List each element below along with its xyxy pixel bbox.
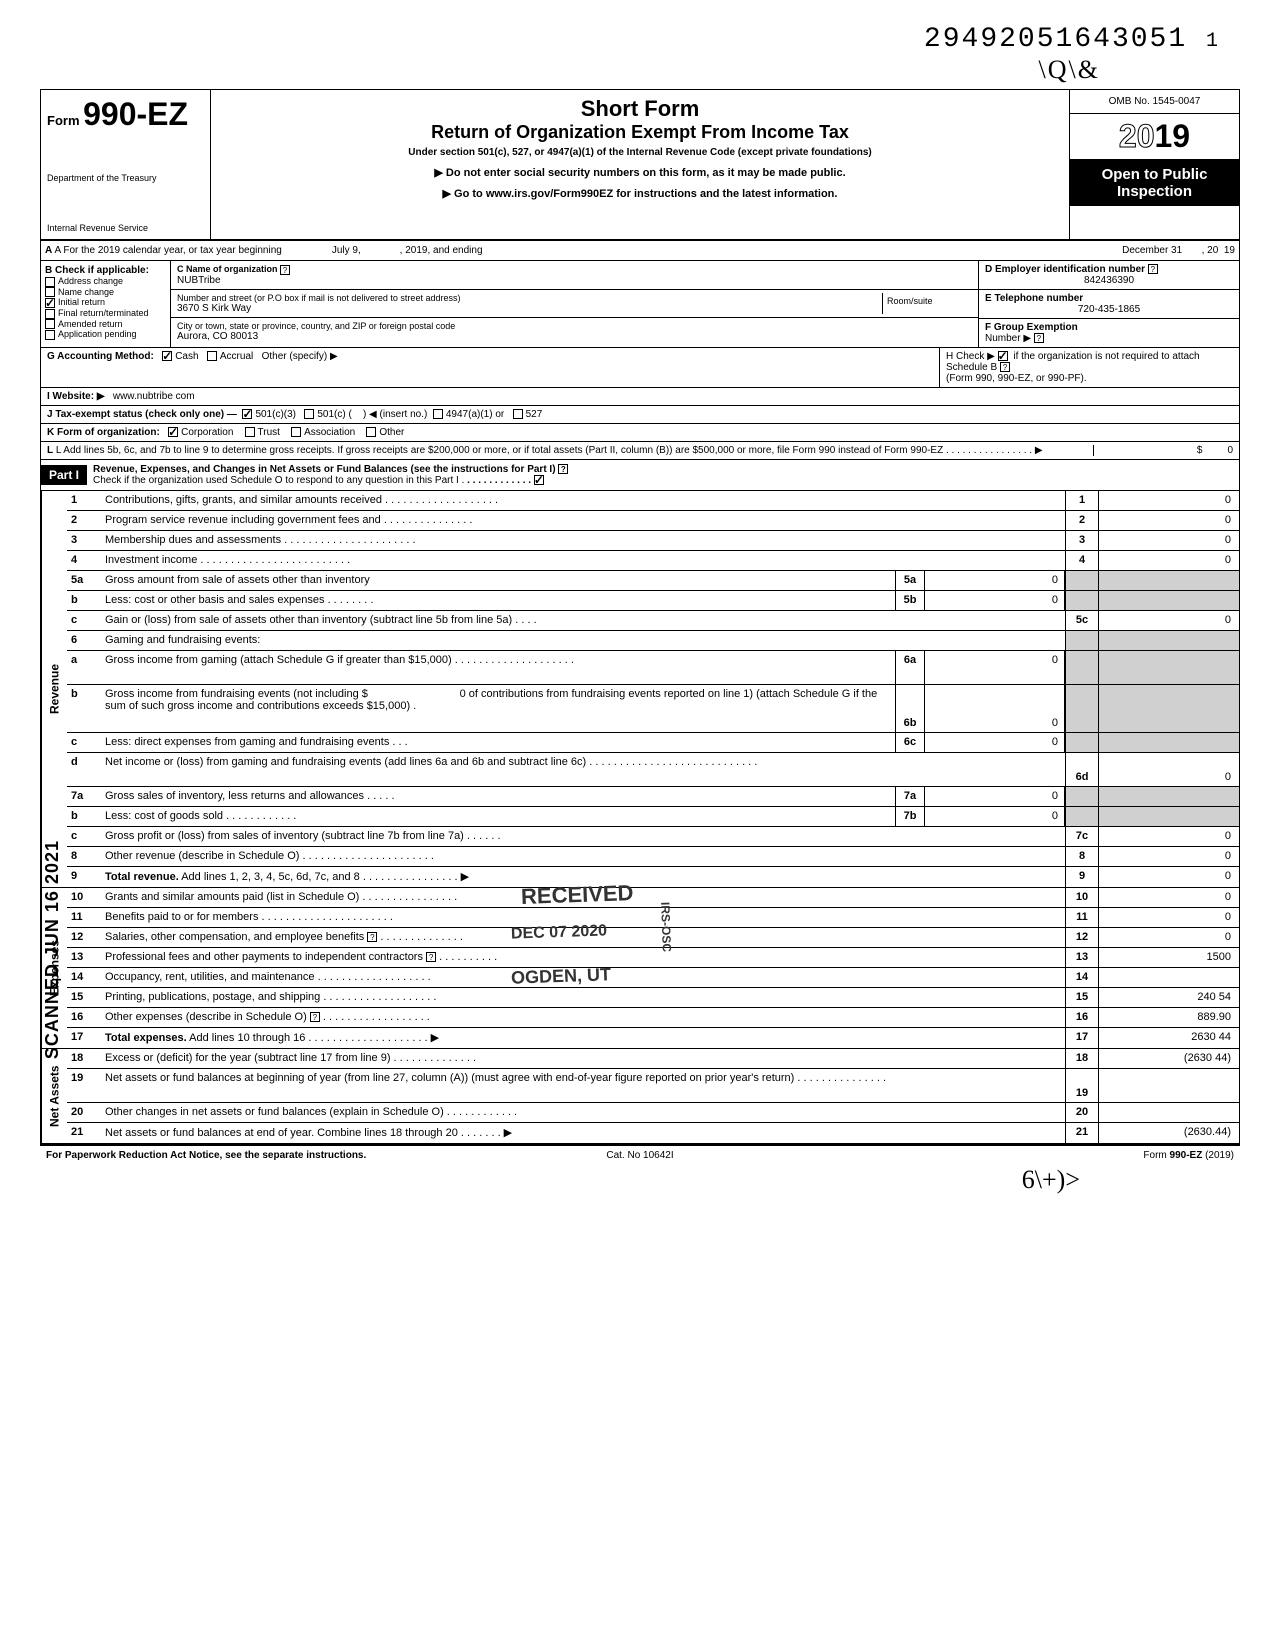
line-20: 20Other changes in net assets or fund ba…: [67, 1103, 1239, 1123]
line-13: 13Professional fees and other payments t…: [67, 948, 1239, 968]
expenses-section-label: Expenses: [41, 888, 67, 1048]
row-h-schedule-b: H Check ▶ if the organization is not req…: [939, 348, 1239, 387]
revenue-section-label: Revenue: [41, 491, 67, 887]
line-6: 6Gaming and fundraising events:: [67, 631, 1239, 651]
instruction-1: ▶ Do not enter social security numbers o…: [221, 166, 1059, 179]
line-7b: bLess: cost of goods sold . . . . . . . …: [67, 807, 1239, 827]
chk-association[interactable]: [291, 427, 301, 437]
help-icon: ?: [558, 464, 568, 474]
top-stamp-number: 29492051643051 1 \Q\&: [40, 20, 1240, 89]
irs-label: Internal Revenue Service: [47, 223, 204, 233]
chk-schedule-o[interactable]: [534, 475, 544, 485]
row-i-website: I Website: ▶ www.nubtribe com: [41, 388, 1239, 406]
bottom-scribble: 6\+)>: [40, 1165, 1240, 1195]
help-icon: ?: [1034, 333, 1044, 343]
chk-schedule-b[interactable]: [998, 351, 1008, 361]
line-11: 11Benefits paid to or for members . . . …: [67, 908, 1239, 928]
line-6d: dNet income or (loss) from gaming and fu…: [67, 753, 1239, 787]
tax-year: 20201919: [1070, 114, 1239, 160]
help-icon: ?: [280, 265, 290, 275]
telephone-value: 720-435-1865: [985, 304, 1233, 315]
org-city-row: City or town, state or province, country…: [171, 318, 978, 345]
line-7c: cGross profit or (loss) from sales of in…: [67, 827, 1239, 847]
omb-number: OMB No. 1545-0047: [1070, 90, 1239, 114]
chk-application-pending[interactable]: [45, 330, 55, 340]
chk-4947[interactable]: [433, 409, 443, 419]
line-17: 17Total expenses. Add lines 10 through 1…: [67, 1028, 1239, 1048]
line-18: 18Excess or (deficit) for the year (subt…: [67, 1049, 1239, 1069]
line-1: 1Contributions, gifts, grants, and simil…: [67, 491, 1239, 511]
form-header: Form 990-EZ Department of the Treasury I…: [41, 90, 1239, 241]
row-k-form-org: K Form of organization: Corporation Trus…: [41, 424, 1239, 442]
line-9: 9Total revenue. Total revenue. Add lines…: [67, 867, 1239, 887]
open-to-public: Open to Public Inspection: [1070, 160, 1239, 206]
line-6c: cLess: direct expenses from gaming and f…: [67, 733, 1239, 753]
line-5c: cGain or (loss) from sale of assets othe…: [67, 611, 1239, 631]
chk-amended[interactable]: [45, 319, 55, 329]
line-8: 8Other revenue (describe in Schedule O) …: [67, 847, 1239, 867]
line-21: 21Net assets or fund balances at end of …: [67, 1123, 1239, 1143]
line-7a: 7aGross sales of inventory, less returns…: [67, 787, 1239, 807]
telephone-row: E Telephone number 720-435-1865: [979, 290, 1239, 319]
ein-value: 842436390: [985, 275, 1233, 286]
page-footer: For Paperwork Reduction Act Notice, see …: [40, 1145, 1240, 1165]
room-suite: Room/suite: [882, 293, 972, 314]
chk-accrual[interactable]: [207, 351, 217, 361]
line-12: 12Salaries, other compensation, and empl…: [67, 928, 1239, 948]
line-6b: bGross income from fundraising events (n…: [67, 685, 1239, 733]
chk-527[interactable]: [513, 409, 523, 419]
chk-final-return[interactable]: [45, 309, 55, 319]
chk-501c[interactable]: [304, 409, 314, 419]
org-city: Aurora, CO 80013: [177, 331, 972, 342]
chk-501c3[interactable]: [242, 409, 252, 419]
line-16: 16Other expenses (describe in Schedule O…: [67, 1008, 1239, 1028]
help-icon: ?: [367, 932, 377, 942]
chk-trust[interactable]: [245, 427, 255, 437]
part-1-header: Part I Revenue, Expenses, and Changes in…: [41, 460, 1239, 491]
org-name: NUBTribe: [177, 275, 972, 286]
net-assets-section-label: Net Assets: [41, 1049, 67, 1143]
line-5b: bLess: cost or other basis and sales exp…: [67, 591, 1239, 611]
line-15: 15Printing, publications, postage, and s…: [67, 988, 1239, 1008]
help-icon: ?: [426, 952, 436, 962]
line-6a: aGross income from gaming (attach Schedu…: [67, 651, 1239, 685]
line-19: 19Net assets or fund balances at beginni…: [67, 1069, 1239, 1103]
group-exemption-row: F Group Exemption Number ▶ ?: [979, 319, 1239, 347]
chk-corporation[interactable]: [168, 427, 178, 437]
handwriting: \Q\&: [60, 55, 1220, 85]
line-2: 2Program service revenue including gover…: [67, 511, 1239, 531]
instruction-2: ▶ Go to www.irs.gov/Form990EZ for instru…: [221, 187, 1059, 200]
line-14: 14Occupancy, rent, utilities, and mainte…: [67, 968, 1239, 988]
line-10: 10Grants and similar amounts paid (list …: [67, 888, 1239, 908]
row-j-tax-status: J Tax-exempt status (check only one) — 5…: [41, 406, 1239, 424]
row-a-tax-year: A A For the 2019 calendar year, or tax y…: [41, 241, 1239, 261]
org-address: 3670 S Kirk Way: [177, 303, 882, 314]
section-b-checkboxes: B Check if applicable: Address change Na…: [41, 261, 171, 347]
help-icon: ?: [310, 1012, 320, 1022]
subtitle: Under section 501(c), 527, or 4947(a)(1)…: [221, 147, 1059, 158]
chk-initial-return[interactable]: [45, 298, 55, 308]
form-number: Form 990-EZ: [47, 96, 204, 133]
line-3: 3Membership dues and assessments . . . .…: [67, 531, 1239, 551]
ein-row: D Employer identification number ? 84243…: [979, 261, 1239, 290]
org-name-row: C Name of organization ? NUBTribe: [171, 261, 978, 290]
row-l-gross-receipts: L L Add lines 5b, 6c, and 7b to line 9 t…: [41, 442, 1239, 460]
help-icon: ?: [1148, 264, 1158, 274]
line-5a: 5aGross amount from sale of assets other…: [67, 571, 1239, 591]
chk-address-change[interactable]: [45, 277, 55, 287]
dept-treasury: Department of the Treasury: [47, 173, 204, 183]
line-4: 4Investment income . . . . . . . . . . .…: [67, 551, 1239, 571]
chk-cash[interactable]: [162, 351, 172, 361]
chk-other-org[interactable]: [366, 427, 376, 437]
short-form-title: Short Form: [221, 96, 1059, 122]
main-title: Return of Organization Exempt From Incom…: [221, 122, 1059, 143]
org-address-row: Number and street (or P.O box if mail is…: [171, 290, 978, 318]
website-value: www.nubtribe com: [113, 391, 195, 402]
help-icon: ?: [1000, 362, 1010, 372]
row-g-accounting: G Accounting Method: Cash Accrual Other …: [41, 348, 939, 387]
